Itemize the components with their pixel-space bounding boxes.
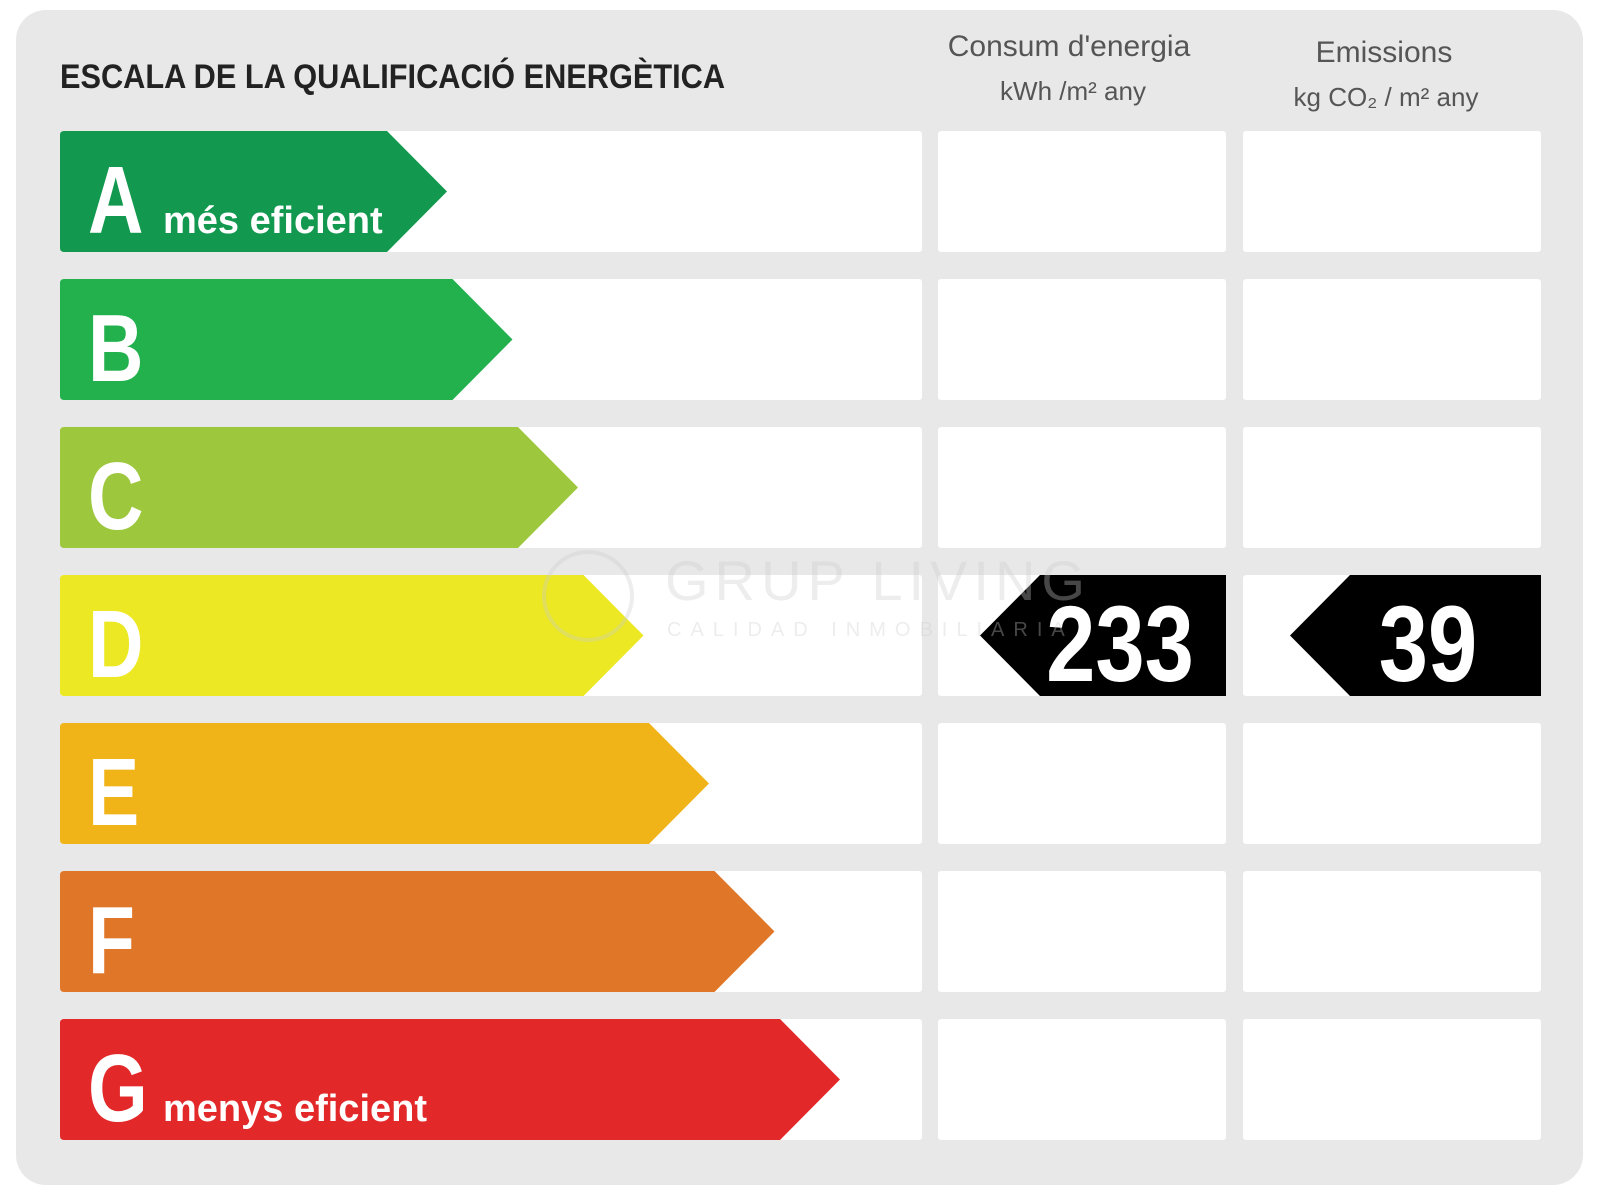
rating-letter: B [88, 295, 143, 402]
title: ESCALA DE LA QUALIFICACIÓ ENERGÈTICA [60, 58, 725, 96]
column-title: Emissions [1316, 36, 1453, 69]
emissions-cell [1243, 279, 1541, 400]
rating-letter: D [88, 591, 143, 698]
watermark: GRUP LIVING CALIDAD INMOBILIARIA [542, 549, 1091, 642]
rating-letter: G [88, 1035, 148, 1142]
emissions-cell [1243, 1019, 1541, 1140]
watermark-logo [542, 550, 634, 642]
rating-arrow [60, 575, 644, 696]
emissions-cell [1243, 871, 1541, 992]
consumption-cell [938, 131, 1226, 252]
watermark-brand: GRUP LIVING [665, 549, 1091, 612]
column-title: Consum d'energia [948, 30, 1191, 63]
emissions-cell [1243, 131, 1541, 252]
rating-note: més eficient [163, 200, 383, 242]
consumption-cell [938, 723, 1226, 844]
rating-arrow [60, 1019, 840, 1140]
consumption-cell [938, 871, 1226, 992]
rating-arrow [60, 871, 775, 992]
rating-letter: E [88, 739, 139, 846]
rating-arrow [60, 723, 709, 844]
column-unit: kWh /m² any [1000, 76, 1146, 106]
consumption-cell [938, 1019, 1226, 1140]
rating-letter: A [88, 147, 143, 254]
consumption-badge [980, 575, 1226, 696]
rating-arrow [60, 427, 578, 548]
emissions-badge [1290, 575, 1541, 696]
consumption-cell [938, 427, 1226, 548]
rating-letter: F [88, 887, 135, 994]
consumption-value: 233 [1046, 584, 1194, 704]
column-unit: kg CO₂ / m² any [1294, 82, 1479, 112]
rating-arrow [60, 279, 513, 400]
emissions-cell [1243, 723, 1541, 844]
watermark-tagline: CALIDAD INMOBILIARIA [667, 619, 1074, 641]
rating-arrow [60, 131, 447, 252]
consumption-cell [938, 279, 1226, 400]
emissions-value: 39 [1379, 584, 1477, 704]
emissions-cell [1243, 427, 1541, 548]
rating-letter: C [88, 443, 143, 550]
rating-note: menys eficient [163, 1088, 427, 1130]
